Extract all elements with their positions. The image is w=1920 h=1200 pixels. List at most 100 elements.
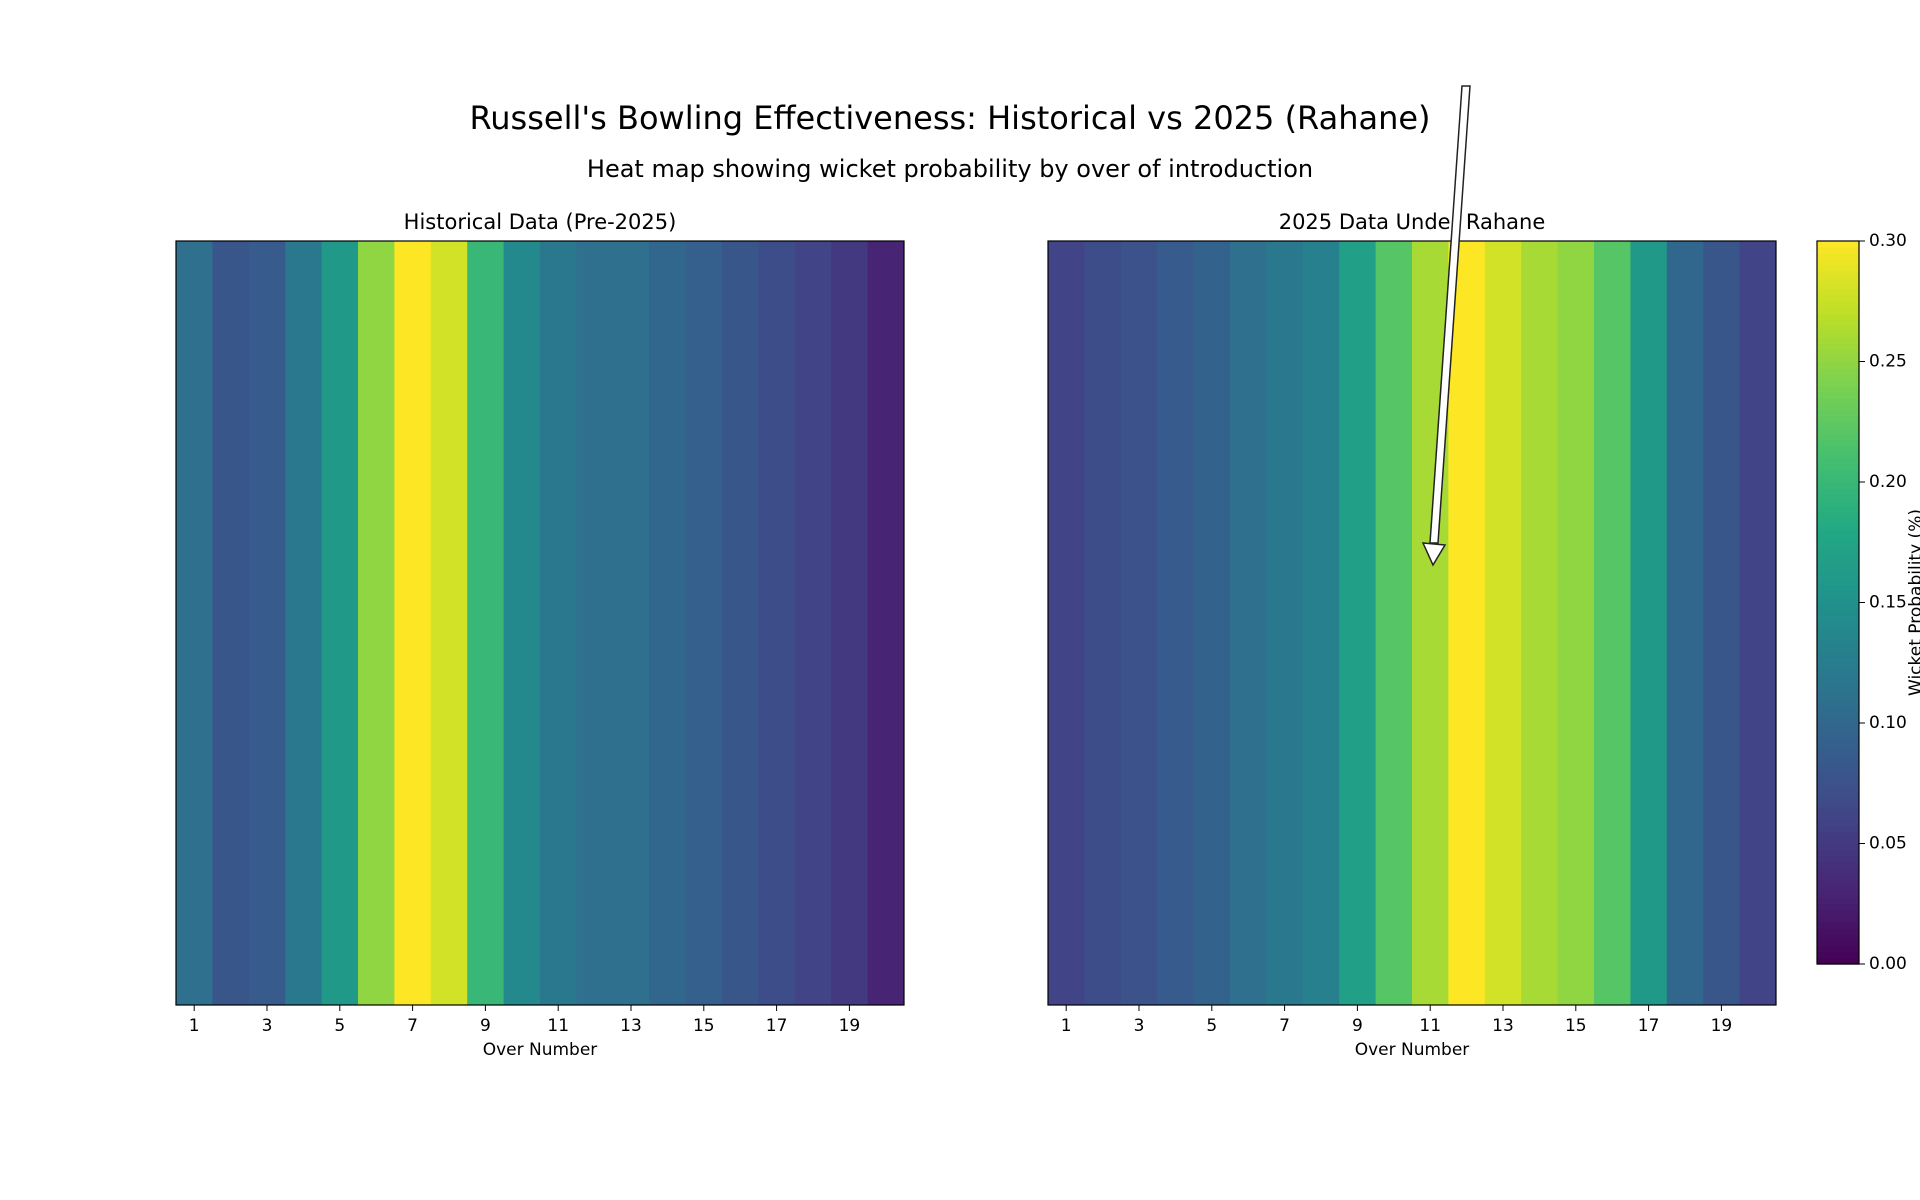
colorbar-swatch [1817, 512, 1859, 519]
colorbar-swatch [1817, 391, 1859, 399]
colorbar-swatch [1817, 867, 1859, 875]
colorbar-swatch [1817, 524, 1859, 531]
heat-cell [1484, 241, 1522, 1005]
heat-cell [1230, 241, 1267, 1005]
colorbar-swatch [1817, 500, 1859, 507]
colorbar-swatch [1817, 355, 1859, 363]
colorbar-swatch [1817, 409, 1859, 417]
colorbar-swatch [1817, 271, 1859, 278]
colorbar-swatch [1817, 578, 1859, 586]
colorbar-swatch [1817, 789, 1859, 796]
colorbar-tick-label: 0.05 [1869, 834, 1907, 854]
colorbar-swatch [1817, 686, 1859, 694]
colorbar-swatch [1817, 777, 1859, 784]
heat-cell [285, 241, 323, 1005]
colorbar-tick-label: 0.25 [1869, 352, 1907, 372]
heat-cell [794, 241, 832, 1005]
colorbar-swatch [1817, 903, 1859, 911]
colorbar-swatch [1817, 813, 1859, 820]
colorbar-swatch [1817, 704, 1859, 712]
colorbar-swatch [1817, 735, 1859, 742]
colorbar-swatch [1817, 873, 1859, 881]
colorbar-swatch [1817, 560, 1859, 567]
heat-cell [1448, 241, 1486, 1005]
figure-subtitle: Heat map showing wicket probability by o… [587, 155, 1313, 183]
x-tick-label: 7 [1279, 1016, 1290, 1036]
colorbar-swatch [1817, 825, 1859, 833]
colorbar-swatch [1817, 379, 1859, 387]
colorbar-swatch [1817, 759, 1859, 766]
colorbar-swatch [1817, 915, 1859, 923]
colorbar-swatch [1817, 253, 1859, 260]
heat-cell [1594, 241, 1631, 1005]
colorbar-swatch [1817, 729, 1859, 736]
x-tick-label: 3 [262, 1016, 273, 1036]
colorbar-swatch [1817, 951, 1859, 959]
colorbar-swatch [1817, 831, 1859, 839]
colorbar-swatch [1817, 710, 1859, 718]
colorbar-swatch [1817, 927, 1859, 935]
colorbar-swatch [1817, 313, 1859, 320]
heat-cell [1048, 241, 1085, 1005]
x-tick-label: 9 [480, 1016, 491, 1036]
x-axis-label: Over Number [483, 1040, 598, 1060]
x-tick-label: 19 [839, 1016, 861, 1036]
colorbar-swatch [1817, 590, 1859, 598]
colorbar-swatch [1817, 566, 1859, 573]
annotation-arrow [1421, 85, 1471, 567]
colorbar-swatch [1817, 614, 1859, 622]
subplot-title: 2025 Data Under Rahane [1279, 210, 1546, 234]
colorbar-swatch [1817, 771, 1859, 778]
colorbar-swatch [1817, 716, 1859, 724]
colorbar-swatch [1817, 656, 1859, 664]
x-tick-label: 11 [1419, 1016, 1441, 1036]
heat-cell [1375, 241, 1413, 1005]
colorbar-swatch [1817, 921, 1859, 929]
colorbar-swatch [1817, 307, 1859, 314]
colorbar-swatch [1817, 662, 1859, 670]
x-tick-label: 11 [547, 1016, 569, 1036]
colorbar-swatch [1817, 325, 1859, 332]
colorbar-tick-label: 0.10 [1869, 713, 1907, 733]
colorbar-swatch [1817, 548, 1859, 555]
heat-cell [321, 241, 359, 1005]
heat-cell [1703, 241, 1741, 1005]
heat-cell [467, 241, 505, 1005]
plot-frame [1047, 240, 1777, 1006]
x-tick-label: 1 [189, 1016, 200, 1036]
heat-cell [1302, 241, 1340, 1005]
heat-cell [1120, 241, 1158, 1005]
heat-cell [722, 241, 759, 1005]
heat-cell [503, 241, 541, 1005]
colorbar-swatch [1817, 337, 1859, 345]
colorbar-swatch [1817, 596, 1859, 604]
heat-cell [212, 241, 250, 1005]
colorbar-swatch [1817, 367, 1859, 375]
x-tick-label: 7 [407, 1016, 418, 1036]
heat-cell [1557, 241, 1595, 1005]
heat-cell [358, 241, 395, 1005]
colorbar-swatch [1817, 331, 1859, 338]
colorbar-swatch [1817, 463, 1859, 471]
heat-cell [1266, 241, 1304, 1005]
x-tick-label: 15 [1565, 1016, 1587, 1036]
heat-cell [1666, 241, 1704, 1005]
colorbar-swatch [1817, 349, 1859, 357]
colorbar-swatch [1817, 494, 1859, 501]
heat-cell [1084, 241, 1122, 1005]
heat-cell [394, 241, 432, 1005]
colorbar-swatch [1817, 488, 1859, 495]
colorbar-swatch [1817, 506, 1859, 513]
colorbar-swatch [1817, 403, 1859, 411]
colorbar-swatch [1817, 819, 1859, 827]
heat-cell [867, 241, 905, 1005]
colorbar-swatch [1817, 861, 1859, 869]
colorbar-swatch [1817, 445, 1859, 453]
colorbar-swatch [1817, 939, 1859, 947]
heat-cell [248, 241, 286, 1005]
colorbar-swatch [1817, 301, 1859, 308]
colorbar-swatch [1817, 692, 1859, 700]
colorbar-swatch [1817, 608, 1859, 616]
colorbar-swatch [1817, 361, 1859, 369]
